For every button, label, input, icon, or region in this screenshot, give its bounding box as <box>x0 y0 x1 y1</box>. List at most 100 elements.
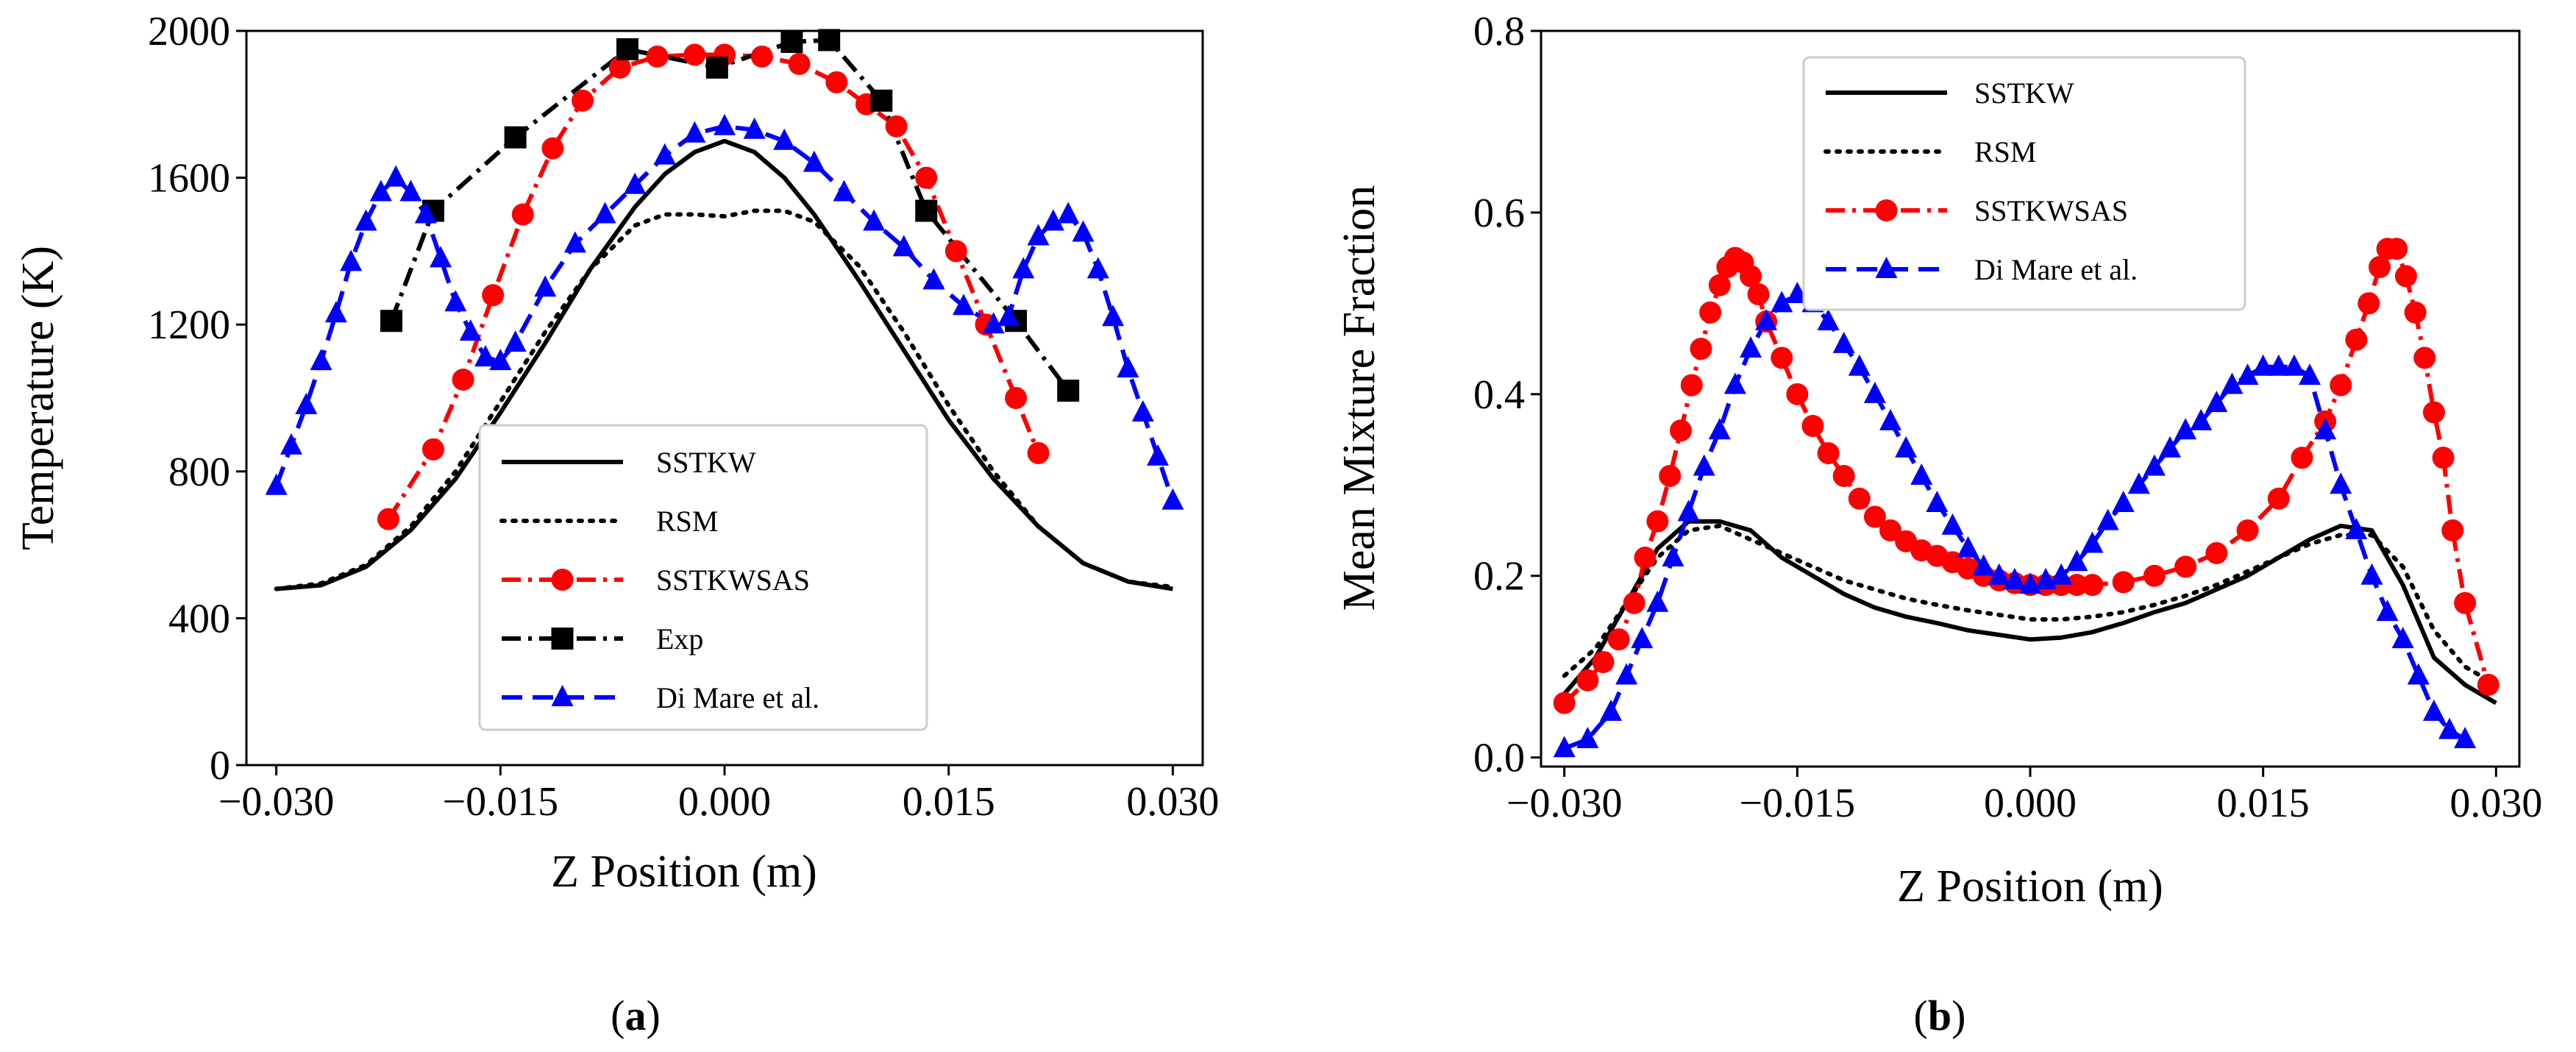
y-axis-title: Mean Mixture Fraction <box>1334 185 1384 611</box>
data-point-di-mare-et-al <box>1615 663 1638 685</box>
legend-label-exp: Exp <box>656 622 703 655</box>
y-tick-label: 1600 <box>148 156 230 202</box>
data-point-di-mare-et-al <box>953 294 975 316</box>
data-point-di-mare-et-al <box>1600 699 1622 721</box>
data-point-sstkwsas <box>2143 564 2166 587</box>
data-point-di-mare-et-al <box>2391 627 2414 649</box>
data-point-di-mare-et-al <box>1631 627 1654 649</box>
axis-ticks: −0.030 −0.015 0.000 0.015 0.030 0 400 800 1200 16… <box>148 9 1219 825</box>
data-point-sstkwsas <box>2066 574 2088 597</box>
data-point-sstkwsas <box>1848 487 1871 510</box>
legend-label-sstkwsas: SSTKWSAS <box>1974 194 2128 227</box>
data-point-sstkwsas <box>572 89 594 112</box>
data-point-sstkwsas <box>2267 487 2290 510</box>
data-point-di-mare-et-al <box>1012 257 1035 279</box>
caption-close-paren: ) <box>1951 992 1965 1039</box>
panel-caption: (a) <box>611 992 661 1039</box>
data-point-sstkwsas <box>1801 415 1824 438</box>
data-point-sstkwsas <box>915 166 938 189</box>
data-point-sstkwsas <box>1680 374 1703 397</box>
data-point-sstkwsas <box>1690 338 1712 360</box>
data-point-di-mare-et-al <box>2003 567 2026 589</box>
data-point-sstkwsas <box>2422 401 2445 424</box>
data-point-sstkwsas <box>2330 374 2352 397</box>
data-point-sstkwsas <box>1771 346 1793 369</box>
data-point-di-mare-et-al <box>1072 220 1095 242</box>
y-tick-label: 1200 <box>148 302 230 348</box>
caption-letter: b <box>1928 992 1951 1039</box>
legend: SSTKW RSM SSTKWSAS Di Mare et al. <box>1802 56 2246 311</box>
data-point-sstkwsas <box>2291 447 2313 469</box>
data-point-sstkwsas <box>646 45 669 68</box>
data-point-di-mare-et-al <box>1879 408 1901 430</box>
data-point-di-mare-et-al <box>2454 726 2477 748</box>
data-point-di-mare-et-al <box>489 349 512 371</box>
legend-marker-di-mare-et-al <box>551 685 574 706</box>
data-point-sstkwsas <box>885 115 908 138</box>
data-point-sstkwsas <box>1699 301 1722 324</box>
caption-letter: a <box>625 992 647 1039</box>
data-point-di-mare-et-al <box>2236 363 2259 385</box>
data-point-exp <box>870 89 893 112</box>
data-point-di-mare-et-al <box>265 473 288 495</box>
data-point-sstkwsas <box>2477 673 2499 696</box>
y-tick-label: 0.8 <box>1473 9 1525 54</box>
data-point-di-mare-et-al <box>1693 454 1715 476</box>
data-point-sstkwsas <box>1646 510 1669 533</box>
data-point-sstkwsas <box>1708 274 1731 296</box>
data-point-di-mare-et-al <box>2283 354 2305 376</box>
data-point-sstkwsas <box>482 284 505 307</box>
data-point-di-mare-et-al <box>1576 726 1599 748</box>
data-point-di-mare-et-al <box>2252 354 2274 376</box>
data-point-di-mare-et-al <box>1972 554 1995 576</box>
y-tick-label: 0.0 <box>1473 736 1525 781</box>
data-point-di-mare-et-al <box>594 202 616 224</box>
data-point-di-mare-et-al <box>2345 518 2368 540</box>
data-point-sstkwsas <box>1879 519 1901 542</box>
data-point-di-mare-et-al <box>2299 363 2321 385</box>
data-point-sstkwsas <box>2441 519 2464 542</box>
data-point-exp <box>818 29 841 51</box>
data-point-di-mare-et-al <box>1161 488 1184 510</box>
data-point-sstkwsas <box>452 369 474 391</box>
data-point-sstkwsas <box>1634 547 1657 569</box>
data-point-di-mare-et-al <box>2376 600 2399 622</box>
data-point-sstkwsas <box>511 203 534 226</box>
data-point-di-mare-et-al <box>355 209 377 231</box>
legend-label-di-mare-et-al: Di Mare et al. <box>1974 253 2138 286</box>
data-point-di-mare-et-al <box>2360 563 2383 585</box>
data-point-exp <box>616 38 638 60</box>
data-point-di-mare-et-al <box>803 150 825 172</box>
x-axis-title: Z Position (m) <box>551 847 817 897</box>
data-point-sstkwsas <box>750 45 773 68</box>
x-tick-label: 0.015 <box>903 779 995 825</box>
y-tick-label: 0.4 <box>1473 372 1525 418</box>
data-point-di-mare-et-al <box>1771 291 1793 313</box>
legend-marker-exp <box>551 628 574 650</box>
data-point-di-mare-et-al <box>2190 408 2213 430</box>
data-point-di-mare-et-al <box>922 268 945 290</box>
data-point-di-mare-et-al <box>1723 372 1746 394</box>
y-tick-label: 400 <box>168 596 230 641</box>
data-point-di-mare-et-al <box>385 165 408 187</box>
legend-label-rsm: RSM <box>1974 135 2037 168</box>
data-point-sstkwsas <box>1863 505 1886 528</box>
legend-marker-sstkwsas <box>551 569 574 591</box>
data-point-di-mare-et-al <box>2066 550 2088 572</box>
data-point-di-mare-et-al <box>1057 202 1080 224</box>
data-point-di-mare-et-al <box>563 231 586 253</box>
data-point-di-mare-et-al <box>1553 736 1576 758</box>
panel-a-temperature-chart: −0.030 −0.015 0.000 0.015 0.030 0 400 800 1200 16… <box>13 9 1219 1039</box>
y-tick-label: 0 <box>210 743 230 789</box>
data-point-sstkwsas <box>2369 255 2391 278</box>
data-point-di-mare-et-al <box>1863 381 1886 403</box>
data-point-sstkwsas <box>1027 441 1050 464</box>
series-line-rsm <box>1562 523 2499 687</box>
data-point-di-mare-et-al <box>1988 563 2010 585</box>
data-point-di-mare-et-al <box>399 180 422 202</box>
data-point-di-mare-et-al <box>324 301 347 323</box>
data-point-sstkwsas <box>608 56 631 79</box>
data-point-sstkwsas <box>1817 442 1840 465</box>
data-point-exp <box>915 199 938 222</box>
data-point-di-mare-et-al <box>1027 224 1050 246</box>
